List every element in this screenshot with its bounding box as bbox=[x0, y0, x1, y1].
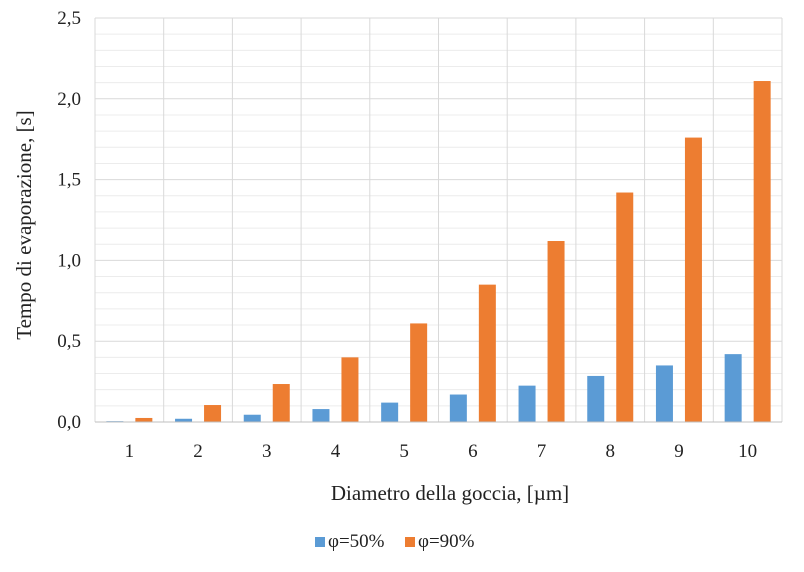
bar-series-1 bbox=[518, 385, 536, 422]
bar-series-1 bbox=[449, 394, 467, 422]
bars bbox=[106, 81, 771, 423]
x-tick-label: 2 bbox=[193, 441, 203, 462]
y-tick-label: 0,0 bbox=[57, 412, 81, 433]
bar-series-1 bbox=[243, 414, 261, 422]
legend: φ=50% φ=90% bbox=[315, 531, 475, 552]
y-tick-label: 2,0 bbox=[57, 89, 81, 110]
legend-swatch-1 bbox=[315, 537, 325, 547]
x-tick-label: 10 bbox=[738, 441, 757, 462]
bar-series-1 bbox=[381, 402, 399, 422]
bar-series-1 bbox=[587, 375, 605, 422]
legend-swatch-2 bbox=[405, 537, 415, 547]
bar-series-1 bbox=[655, 365, 673, 422]
bar-series-2 bbox=[410, 323, 428, 422]
bar-series-2 bbox=[204, 405, 222, 422]
bar-series-2 bbox=[616, 192, 634, 422]
bar-series-2 bbox=[684, 137, 702, 423]
x-tick-label: 1 bbox=[125, 441, 135, 462]
grid bbox=[94, 17, 783, 422]
x-tick-label: 4 bbox=[331, 441, 341, 462]
x-tick-label: 7 bbox=[537, 441, 547, 462]
x-tick-label: 3 bbox=[262, 441, 272, 462]
bar-series-2 bbox=[478, 284, 496, 422]
x-axis-title: Diametro della goccia, [µm] bbox=[331, 481, 569, 505]
bar-series-1 bbox=[724, 354, 742, 422]
y-tick-label: 1,0 bbox=[57, 250, 81, 271]
bar-series-1 bbox=[175, 418, 193, 422]
x-tick-label: 5 bbox=[399, 441, 409, 462]
legend-label-2: φ=90% bbox=[418, 531, 475, 552]
x-tick-label: 8 bbox=[606, 441, 616, 462]
y-tick-label: 2,5 bbox=[57, 8, 81, 29]
y-tick-label: 0,5 bbox=[57, 331, 81, 352]
y-tick-label: 1,5 bbox=[57, 170, 81, 191]
axes: 0,0 0,5 1,0 1,5 2,0 2,5 1 2 3 4 5 6 7 8 9 10 bbox=[57, 8, 782, 462]
y-axis-title: Tempo di evaporazione, [s] bbox=[12, 110, 36, 339]
x-tick-label: 9 bbox=[674, 441, 684, 462]
legend-label-1: φ=50% bbox=[328, 531, 385, 552]
bar-series-2 bbox=[753, 81, 771, 423]
x-tick-label: 6 bbox=[468, 441, 478, 462]
bar-series-2 bbox=[272, 384, 290, 422]
bar-series-2 bbox=[341, 357, 359, 422]
bar-series-2 bbox=[135, 417, 153, 422]
bar-series-1 bbox=[312, 409, 330, 422]
bar-series-2 bbox=[547, 241, 565, 422]
